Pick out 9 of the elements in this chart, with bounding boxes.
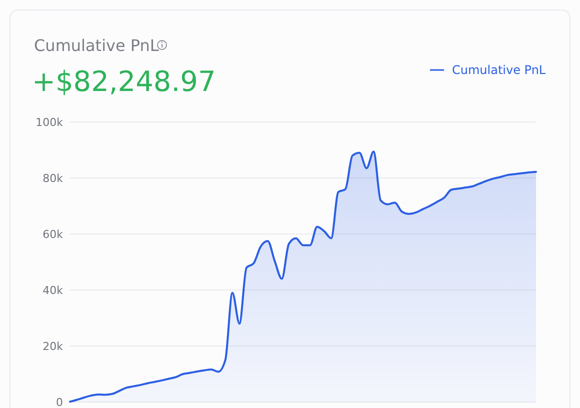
y-tick-label: 40k <box>42 284 64 297</box>
y-tick-label: 20k <box>42 340 64 353</box>
y-tick-label: 0 <box>56 396 63 408</box>
y-tick-label: 60k <box>42 228 64 241</box>
chart-title: Cumulative PnL <box>34 36 159 55</box>
chart-subtitle: +$82,248.97 <box>32 65 216 98</box>
legend-label: Cumulative PnL <box>452 63 546 78</box>
y-tick-label: 80k <box>42 172 64 185</box>
y-tick-label: 100k <box>36 116 64 129</box>
